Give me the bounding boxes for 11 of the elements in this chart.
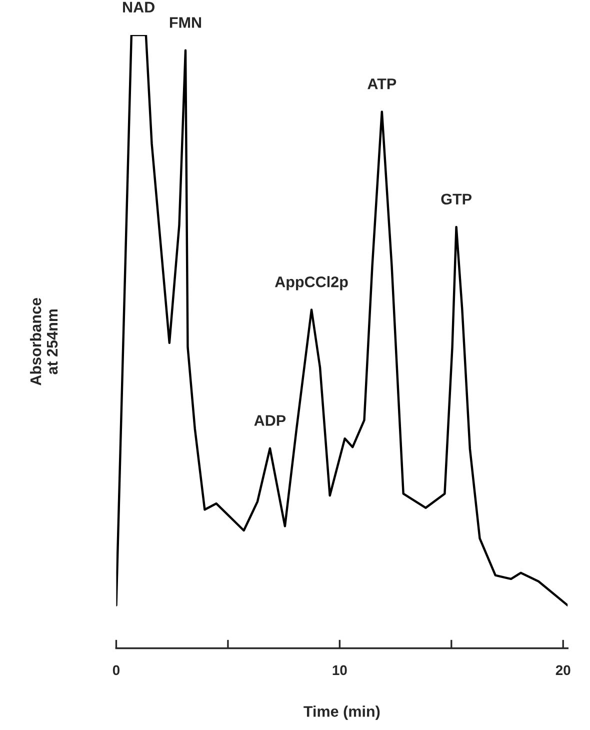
x-tick-label: 20 <box>556 665 570 676</box>
y-axis-title: Absorbance at 254nm <box>30 298 58 386</box>
annotation: GTP <box>441 194 472 205</box>
x-tick-label: 0 <box>112 665 120 676</box>
annotation: NAD <box>123 2 154 12</box>
annotation: AppCCl2p <box>274 276 348 290</box>
annotation: ADP <box>254 415 286 426</box>
x-axis-title: Time (min) <box>304 706 380 720</box>
x-tick-label: 10 <box>332 665 347 676</box>
annotation: ATP <box>368 78 396 90</box>
annotation: FMN <box>170 17 202 28</box>
